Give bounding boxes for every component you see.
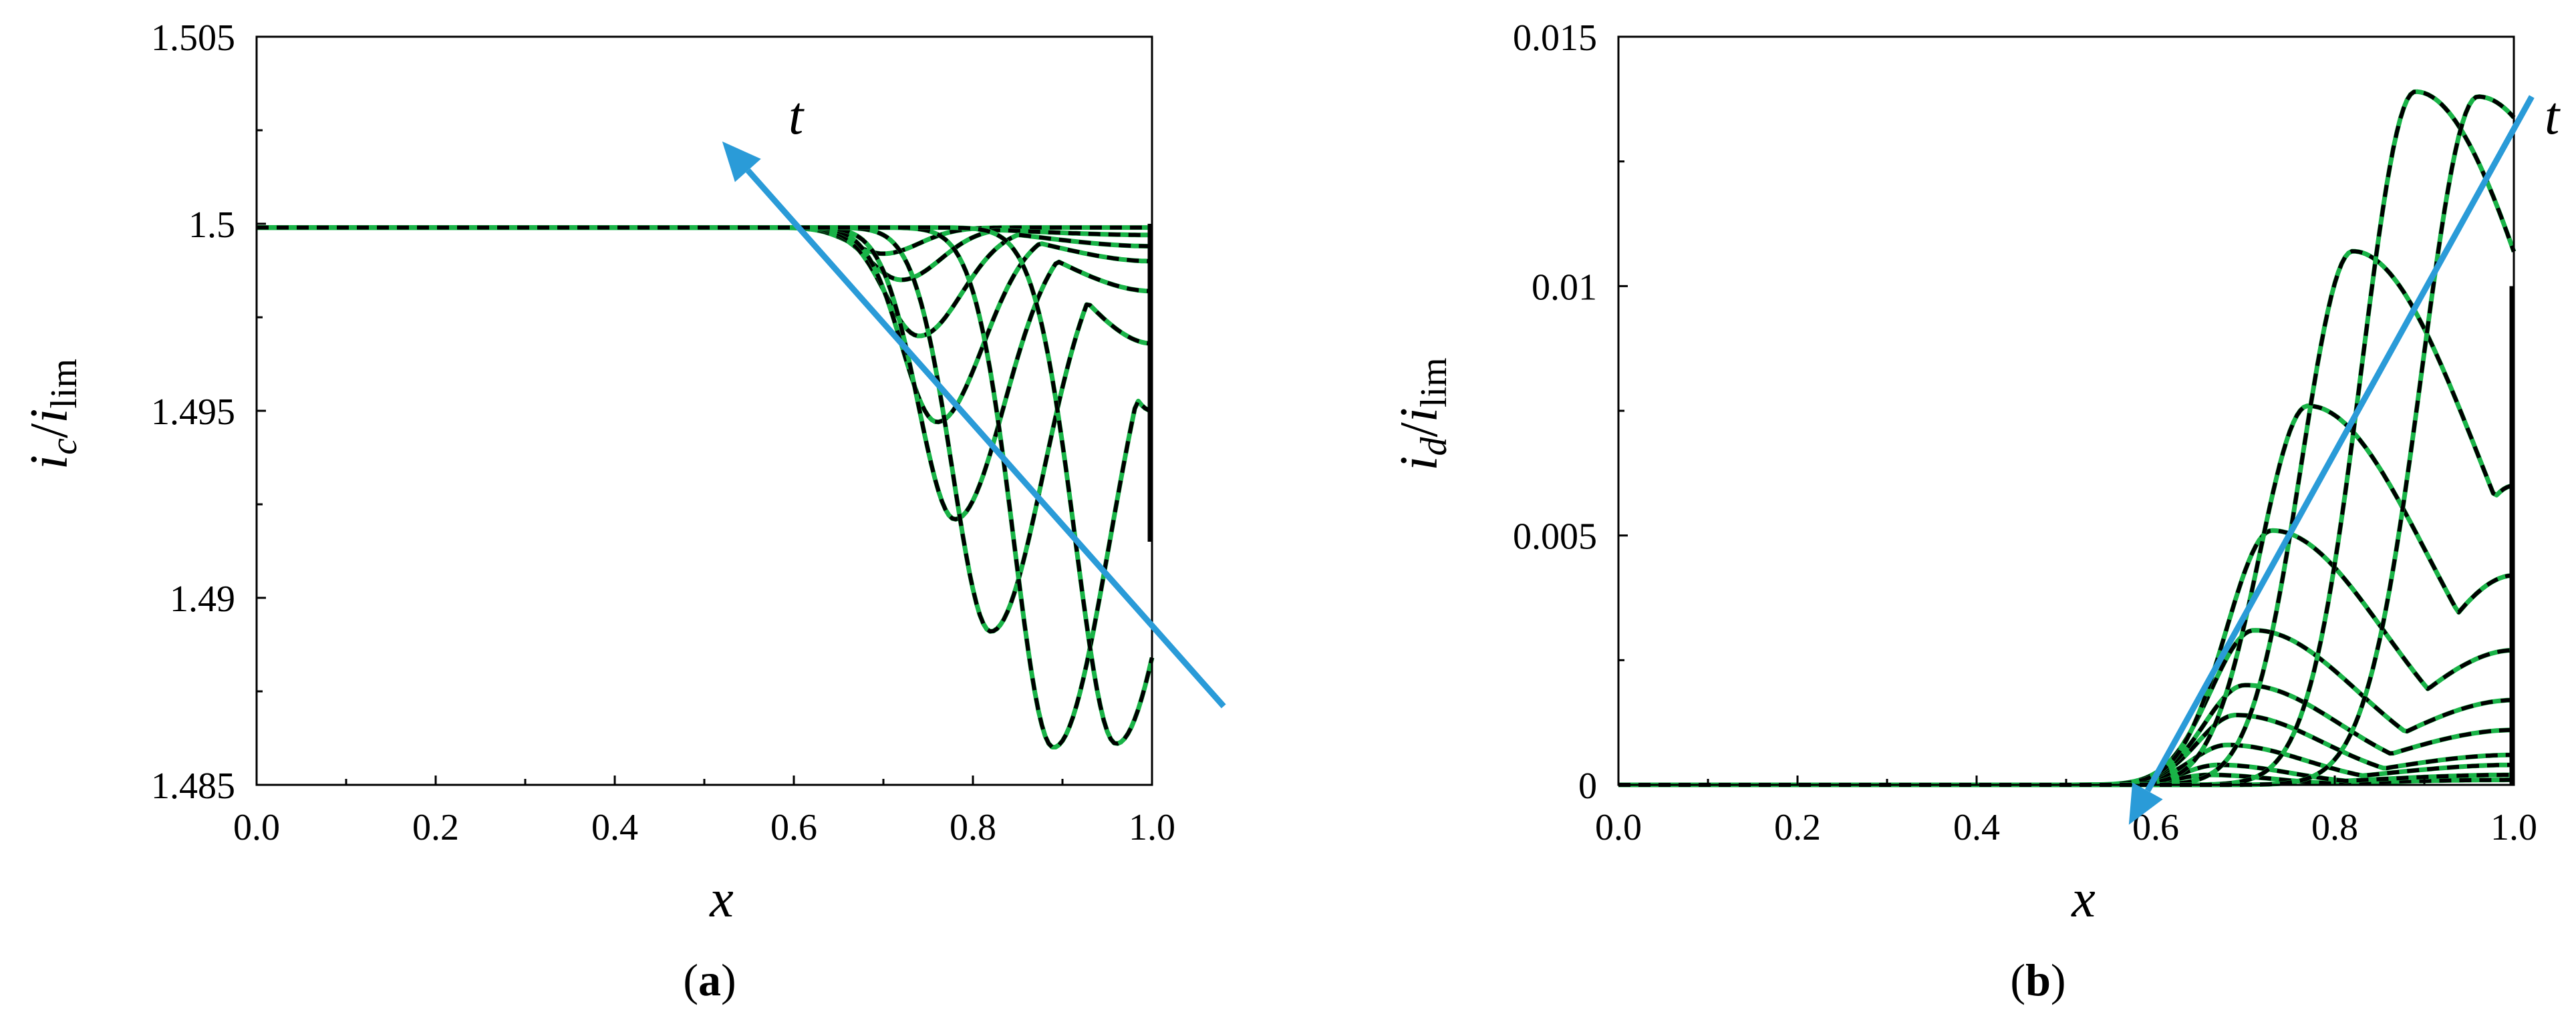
panel-a-curve-analytical: [257, 225, 1154, 746]
panel-b-xtick-label: 0.8: [2311, 807, 2358, 848]
panel-a-curve-numerical: [257, 225, 1152, 339]
panel-b-xtick-label: 0.4: [1953, 807, 2000, 848]
panel-b-plot-frame: [1617, 35, 2515, 786]
panel-b-ylabel-sub1: d: [1413, 436, 1455, 456]
panel-a-xtick-label: 0.6: [770, 807, 817, 848]
panel-b-xtick-label: 1.0: [2490, 807, 2537, 848]
panel-a-ylabel-i1: i: [20, 455, 79, 470]
panel-a-ytick-label: 1.5: [188, 204, 235, 246]
panel-b-curve-numerical: [1618, 248, 2515, 788]
panel-a-ylabel-sub2: lim: [43, 359, 85, 409]
panel-b-ylabel-i1: i: [1390, 456, 1449, 470]
panel-b-label: (b): [2010, 955, 2065, 1005]
panel-a-curve-analytical: [257, 225, 1153, 749]
panel-a-ytick-label: 1.505: [151, 17, 235, 59]
panel-a-ytick-label: 1.495: [151, 391, 235, 433]
panel-a-ylabel-slash: /: [20, 423, 79, 438]
panel-b-curve-numerical: [1618, 94, 2516, 788]
panel-a-xtick-label: 1.0: [1129, 807, 1175, 848]
panel-a-ticks: 0.0 0.2 0.4 0.6 0.8 1.0 1.485 1.49 1.495 1.5 1.505: [151, 17, 1175, 848]
panel-a-curves: [257, 224, 1155, 749]
panel-b-xlabel: x: [2071, 870, 2096, 928]
panel-a-ytick-label: 1.485: [151, 765, 235, 807]
panel-b-curve-analytical: [1618, 249, 2515, 787]
panel-b-arrow-label: t: [2545, 87, 2561, 146]
panel-a-curve-numerical: [257, 225, 1153, 749]
panel-a-arrow-label: t: [789, 87, 805, 146]
panel-a-curve-analytical: [257, 225, 1152, 338]
panel-a-ylabel: ic/ilim: [20, 359, 85, 470]
panel-b-xtick-label: 0.2: [1774, 807, 1821, 848]
panel-a-arrow-line: [745, 168, 1226, 709]
panel-a-xtick-label: 0.2: [412, 807, 459, 848]
panel-a-xtick-label: 0.0: [233, 807, 280, 848]
panel-b-ylabel-sub2: lim: [1413, 357, 1455, 407]
panel-b-curve-numerical: [1618, 89, 2517, 788]
panel-b-ytick-label: 0: [1578, 765, 1597, 807]
panel-a-ylabel-sub1: c: [43, 438, 85, 455]
panel-a-time-arrow: [722, 141, 1226, 709]
panel-b-curve-analytical: [1618, 90, 2516, 787]
panel-a-label: (a): [683, 955, 736, 1005]
panel-a-xtick-label: 0.8: [950, 807, 996, 848]
panel-a-xtick-label: 0.4: [591, 807, 638, 848]
panel-b-arrow-line: [2144, 95, 2535, 793]
panel-b-curve-analytical: [1618, 403, 2515, 787]
panel-b-arrow-head: [2128, 782, 2163, 825]
panel-a-plot-frame: [255, 35, 1153, 786]
panel-b-ylabel: id/ilim: [1390, 357, 1455, 470]
panel-a-chart: 0.0 0.2 0.4 0.6 0.8 1.0 1.485 1.49 1.495 1.5 1.505…: [20, 17, 1226, 1005]
panel-b-xtick-label: 0.0: [1595, 807, 1642, 848]
panel-b-curve-analytical: [1618, 94, 2516, 787]
panel-b-curve-numerical: [1618, 403, 2515, 788]
panel-b-ylabel-slash: /: [1390, 421, 1449, 437]
panel-b-ytick-label: 0.01: [1532, 267, 1597, 308]
panel-b-curves: [1618, 89, 2517, 788]
panel-b-curve-analytical: [1618, 683, 2514, 787]
panel-a-xlabel: x: [709, 870, 734, 928]
panel-b-ytick-label: 0.005: [1513, 516, 1597, 558]
panel-a-ylabel-i2: i: [20, 409, 79, 423]
panel-b-curve-analytical: [1618, 628, 2514, 787]
panel-a-ytick-label: 1.49: [170, 578, 235, 620]
panel-a-curve-numerical: [257, 225, 1155, 746]
panel-b-time-arrow: [2128, 95, 2535, 825]
panel-b-ylabel-i2: i: [1390, 407, 1449, 422]
panel-b-curve-numerical: [1618, 628, 2514, 788]
panel-b-curve-numerical: [1618, 683, 2514, 788]
panel-a-arrow-head: [722, 141, 761, 182]
panel-b-ytick-label: 0.015: [1513, 17, 1597, 59]
